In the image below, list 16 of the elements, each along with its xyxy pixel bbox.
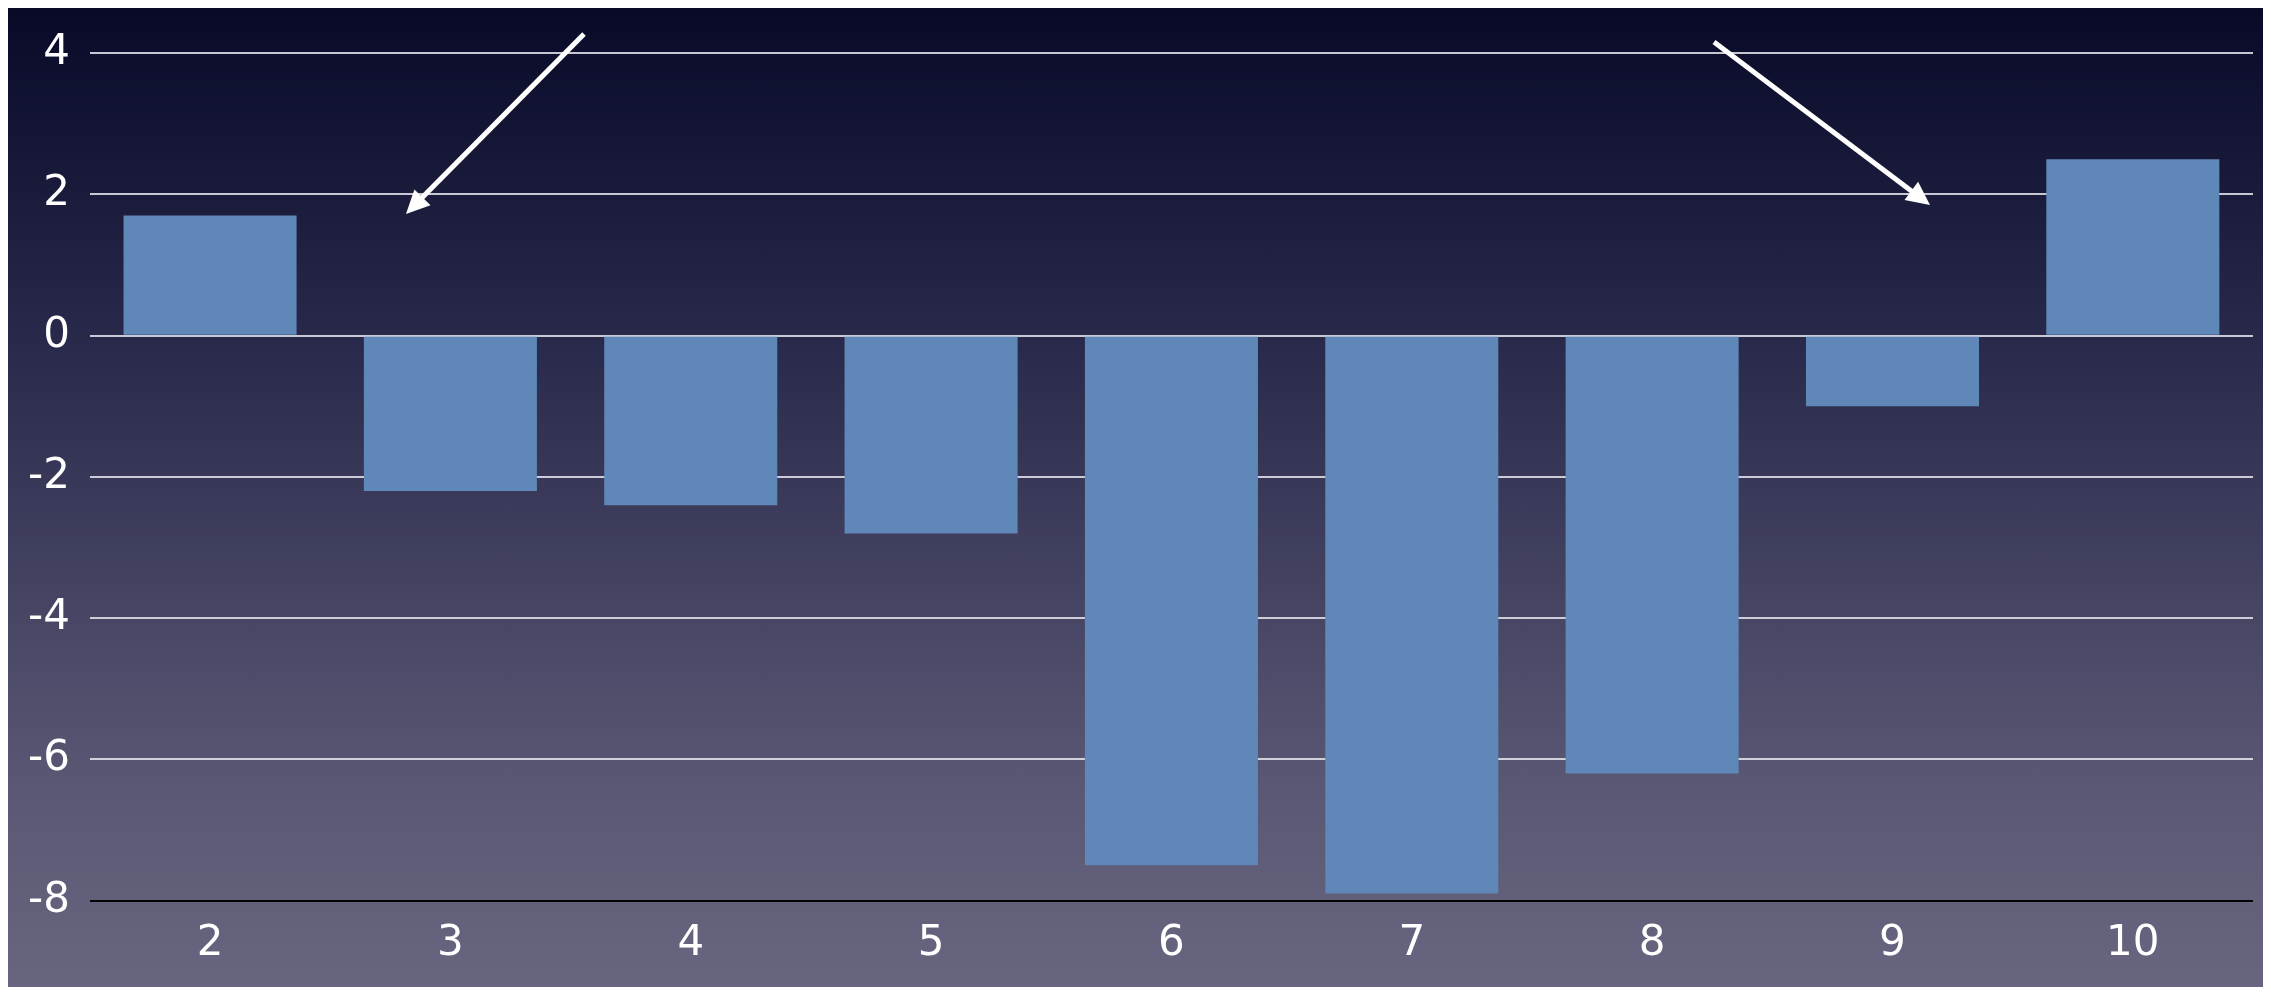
x-tick-label: 2 — [196, 915, 224, 965]
x-tick-label: 8 — [1638, 915, 1666, 965]
y-tick-label: 2 — [43, 166, 70, 216]
x-tick-label: 3 — [437, 915, 464, 965]
x-tick-label: 10 — [2106, 915, 2160, 965]
y-tick-label: 0 — [43, 307, 70, 357]
x-tick-label: 6 — [1158, 915, 1185, 965]
y-tick-label: 4 — [43, 25, 70, 75]
x-tick-label: 4 — [677, 915, 705, 965]
x-tick-label: 9 — [1879, 915, 1906, 965]
y-tick-label: -2 — [27, 448, 70, 498]
x-tick-label: 7 — [1398, 915, 1426, 965]
y-tick-label: -6 — [27, 731, 70, 781]
y-tick-label: -4 — [27, 590, 70, 640]
y-tick-label: -8 — [27, 872, 70, 922]
x-tick-label: 5 — [917, 915, 945, 965]
